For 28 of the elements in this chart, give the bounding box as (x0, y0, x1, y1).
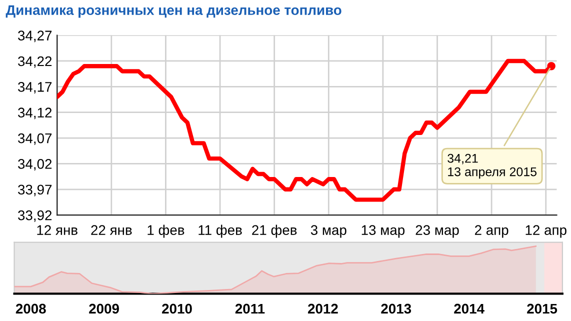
x-tick-label: 11 фев (198, 224, 242, 238)
x-tick-label: 2 апр (474, 225, 508, 238)
chart-title: Динамика розничных цен на дизельное топливо (6, 5, 342, 18)
x-tick-label: 2013 (381, 304, 412, 314)
y-tick-label: 33,92 (18, 210, 52, 222)
y-tick-label: 34,27 (18, 30, 52, 42)
x-tick-label: 2009 (89, 304, 119, 314)
x-tick-label: 21 фев (252, 224, 297, 238)
x-tick-label: 13 мар (362, 225, 405, 238)
y-tick-label: 34,02 (18, 159, 52, 171)
y-tick-label: 34,12 (18, 108, 52, 120)
annotation: 34,21 13 апреля 2015 (448, 154, 537, 179)
x-tick-label: 2014 (454, 304, 484, 314)
x-tick-label: 22 янв (91, 225, 132, 235)
x-tick-label: 3 мар (310, 225, 346, 238)
y-tick-label: 33,97 (18, 184, 52, 196)
x-tick-label: 23 мар (416, 225, 459, 238)
x-tick-label: 2015 (527, 304, 558, 314)
x-tick-label: 2011 (235, 304, 265, 314)
x-tick-label: 2012 (308, 304, 338, 314)
x-tick-label: 2010 (162, 304, 192, 314)
x-tick-label: 2008 (16, 304, 46, 314)
x-tick-label: 12 апр (526, 225, 566, 238)
y-tick-label: 34,17 (18, 82, 52, 94)
y-tick-label: 34,07 (18, 133, 52, 145)
y-tick-label: 34,22 (18, 56, 52, 68)
x-tick-label: 1 фев (148, 224, 184, 238)
x-tick-label: 12 янв (37, 225, 78, 235)
